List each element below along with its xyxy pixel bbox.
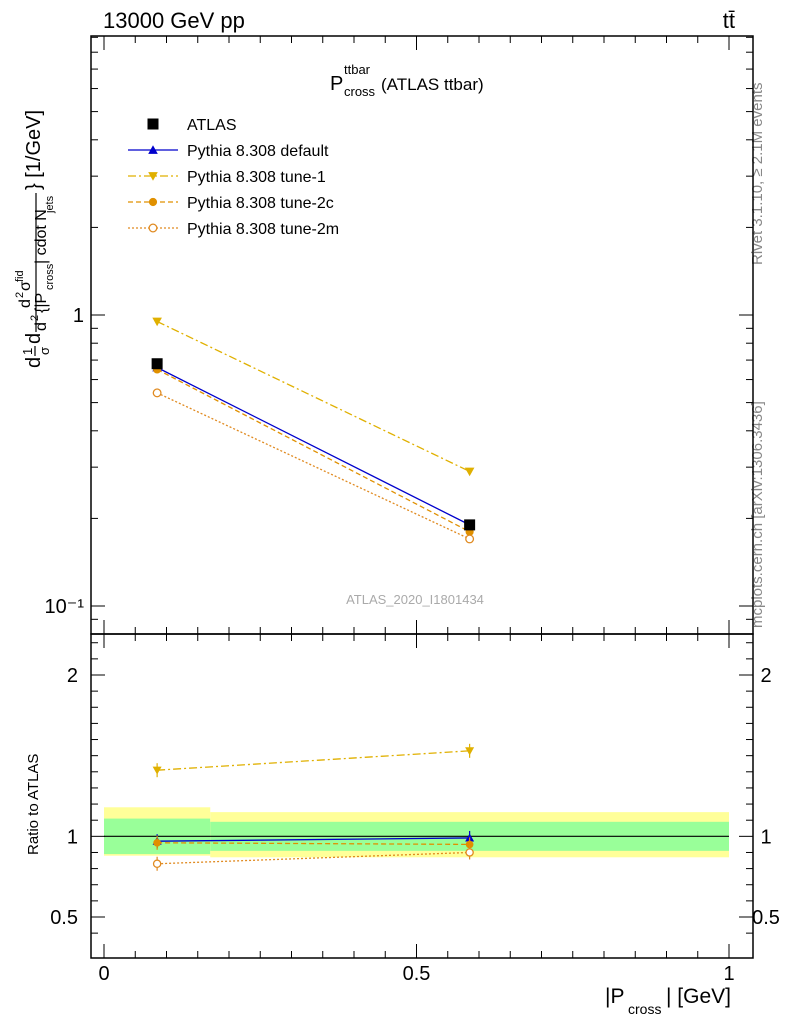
- series-line-default: [156, 366, 470, 526]
- ratio-ytick-label: 2: [67, 665, 78, 687]
- legend-label-tune2m: Pythia 8.308 tune-2m: [187, 221, 339, 238]
- series-line-tune1: [156, 320, 470, 473]
- ratio-ytick-label: 1: [67, 826, 78, 848]
- main-series: [151, 317, 476, 544]
- main-ylabel: d 1 σ d d 2 {|P cross | cdot N jets d 2 …: [14, 110, 56, 368]
- legend-marker-data: [147, 118, 159, 130]
- analysis-label: ATLAS_2020_I1801434: [346, 592, 484, 607]
- point-data: [464, 519, 476, 531]
- ratio-point-tune2c: [153, 838, 161, 847]
- ratio-band: [104, 807, 729, 858]
- energy-label: 13000 GeV pp: [103, 8, 245, 33]
- legend-marker-default: [148, 145, 158, 154]
- svg-text:1: 1: [20, 348, 35, 355]
- legend-marker-tune2m: [148, 223, 158, 233]
- ratio-line-default: [157, 837, 470, 842]
- ratio-point-tune2m: [465, 848, 474, 857]
- xlabel-post: | [GeV]: [666, 985, 731, 1008]
- legend: ATLAS Pythia 8.308 default Pythia 8.308 tu…: [128, 117, 339, 238]
- svg-text:σ: σ: [17, 281, 34, 291]
- svg-text:| cdot N: | cdot N: [33, 209, 50, 264]
- point-tune2m: [152, 388, 162, 398]
- point-tune1: [464, 467, 475, 477]
- ytick-label: 10⁻¹: [45, 596, 85, 618]
- legend-label-tune1: Pythia 8.308 tune-1: [187, 169, 326, 186]
- ratio-line-tune2c: [157, 842, 470, 846]
- ratio-ytick-label-right: 1: [760, 826, 771, 848]
- ratio-ytick-label-right: 0.5: [752, 907, 780, 929]
- point-tune2m: [465, 534, 475, 544]
- x-axis-label: |P cross | [GeV]: [605, 985, 731, 1017]
- svg-text:2: 2: [14, 292, 26, 298]
- svg-text:} [1/GeV]: } [1/GeV]: [23, 110, 45, 190]
- series-line-tune2m: [156, 392, 470, 540]
- xtick-label: 0: [98, 963, 109, 985]
- legend-label-data: ATLAS: [187, 117, 237, 134]
- main-title: P ttbar cross (ATLAS ttbar): [330, 62, 484, 99]
- xtick-label: 0.5: [403, 963, 431, 985]
- ratio-series: [152, 743, 475, 871]
- rivet-label: Rivet 3.1.10, ≥ 2.1M events: [749, 83, 766, 266]
- ratio-line-tune2m: [157, 851, 470, 865]
- title-tail: (ATLAS ttbar): [381, 75, 484, 94]
- xlabel-pre: |P: [605, 985, 624, 1008]
- ratio-point-tune2c: [465, 840, 474, 849]
- legend-marker-tune1: [148, 172, 158, 181]
- svg-text:d: d: [23, 357, 45, 368]
- svg-text:d: d: [23, 333, 45, 344]
- axis-ticks: 10⁻¹ 1 0.5 0.5 1 1 2 2 0 0.5 1: [45, 36, 780, 985]
- ratio-point-tune2m: [152, 859, 162, 869]
- source-label: mcplots.cern.ch [arXiv:1306.3436]: [749, 401, 766, 628]
- process-label: tt̄: [723, 8, 735, 33]
- point-data: [151, 358, 163, 370]
- ratio-ytick-label-right: 2: [760, 665, 771, 687]
- title-sup: ttbar: [344, 62, 371, 77]
- legend-marker-tune2c: [148, 197, 158, 207]
- series-line-tune2c: [156, 368, 470, 533]
- ratio-point-tune1: [152, 766, 162, 775]
- svg-text:{|P: {|P: [33, 293, 50, 313]
- ytick-label: 1: [73, 305, 84, 327]
- svg-text:cross: cross: [44, 263, 56, 290]
- svg-text:jets: jets: [44, 195, 56, 214]
- title-main: P: [330, 73, 343, 95]
- svg-text:σ: σ: [37, 347, 52, 355]
- svg-text:d: d: [33, 322, 50, 331]
- svg-text:fid: fid: [14, 270, 26, 282]
- svg-text:2: 2: [29, 315, 41, 321]
- legend-label-tune2c: Pythia 8.308 tune-2c: [187, 195, 334, 212]
- point-tune1: [152, 317, 162, 327]
- ratio-point-tune1: [465, 747, 475, 756]
- legend-label-default: Pythia 8.308 default: [187, 143, 329, 160]
- ratio-ytick-label: 0.5: [50, 907, 78, 929]
- ratio-ylabel: Ratio to ATLAS: [25, 754, 42, 855]
- ratio-line-tune1: [157, 750, 470, 771]
- xtick-label: 1: [723, 963, 734, 985]
- svg-text:d: d: [17, 299, 34, 308]
- title-sub: cross: [344, 84, 376, 99]
- xlabel-sub: cross: [628, 1001, 661, 1017]
- ratio-frame: [90, 633, 754, 959]
